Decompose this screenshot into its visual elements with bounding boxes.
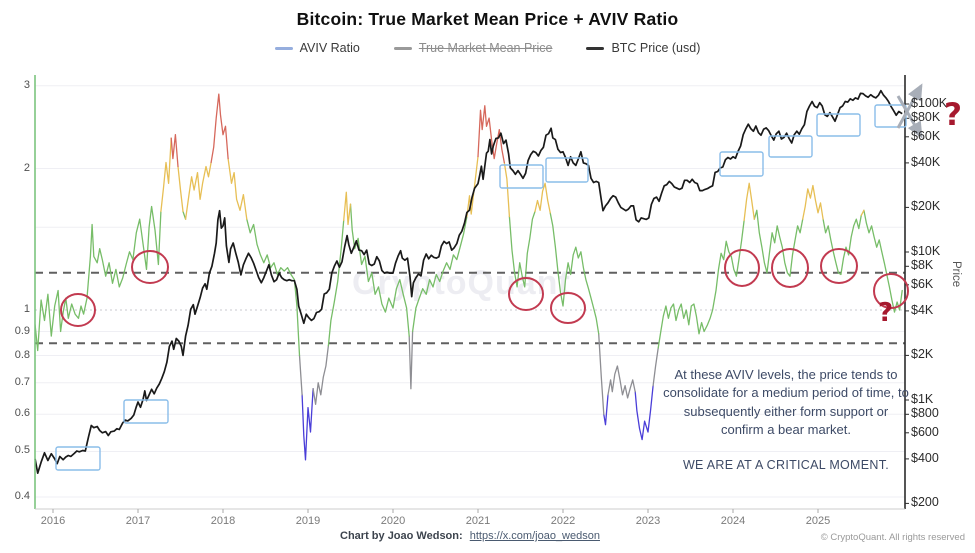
annotation-box: At these AVIV levels, the price tends to…: [662, 366, 910, 475]
y-axis-right-tick-label: $4K: [911, 302, 934, 317]
aviv-dip-circle: [820, 248, 858, 284]
y-axis-right-tick-label: $8K: [911, 258, 934, 273]
footer-credit: Chart by Joao Wedson: https://x.com/joao…: [35, 530, 905, 542]
y-axis-left-tick-label: 2: [23, 161, 30, 174]
y-axis-right-tick-label: $800: [911, 406, 939, 421]
legend-swatch-icon: [586, 46, 605, 50]
legend-label: BTC Price (usd): [611, 41, 701, 55]
aviv-dip-circle: [550, 292, 586, 324]
x-axis-tick-label: 2020: [380, 515, 406, 527]
legend-item[interactable]: AVIV Ratio: [274, 41, 360, 55]
y-axis-left-tick-label: 3: [23, 78, 30, 91]
y-axis-right-tick-label: $1K: [911, 392, 934, 406]
copyright-notice: © CryptoQuant. All rights reserved: [820, 532, 965, 543]
legend-item[interactable]: True Market Mean Price: [393, 41, 553, 55]
x-axis-tick-label: 2019: [295, 515, 321, 527]
consolidation-highlight-rect: [545, 157, 589, 183]
x-axis-tick-label: 2024: [720, 515, 746, 527]
legend-swatch-icon: [274, 46, 293, 50]
y-axis-left-tick-label: 0.7: [14, 375, 30, 388]
y-axis-left-tick-label: 0.9: [14, 324, 30, 337]
consolidation-highlight-rect: [816, 113, 861, 137]
trend-arrow: [896, 83, 923, 129]
y-axis-left-tick-label: 0.5: [14, 444, 30, 457]
consolidation-highlight-rect: [719, 151, 764, 177]
consolidation-highlight-rect: [768, 135, 813, 158]
y-axis-right-tick-label: $400: [911, 450, 939, 465]
x-axis-tick-label: 2023: [635, 515, 661, 527]
y-axis-right-tick-label: $80K: [911, 110, 941, 125]
y-axis-left-tick-label: 1: [23, 303, 30, 315]
y-axis-left-tick-label: 0.4: [14, 490, 30, 503]
y-axis-right-tick-label: $60K: [911, 128, 941, 143]
annotation-emphasis: WE ARE AT A CRITICAL MOMENT.: [682, 457, 890, 472]
y-axis-left-tick-label: 0.6: [14, 407, 30, 420]
x-axis-tick-label: 2021: [465, 515, 491, 527]
x-axis-tick-label: 2016: [40, 515, 66, 527]
aviv-dip-circle: [60, 293, 96, 327]
consolidation-highlight-rect: [499, 164, 544, 189]
y-axis-right-tick-label: $600: [911, 424, 939, 439]
credit-label: Chart by Joao Wedson:: [340, 530, 463, 542]
consolidation-highlight-rect: [55, 446, 101, 471]
aviv-dip-circle: [131, 250, 169, 284]
annotation-text: At these AVIV levels, the price tends to…: [663, 367, 909, 438]
legend-label: True Market Mean Price: [418, 41, 553, 55]
question-mark: ?: [878, 298, 894, 328]
y-axis-right-tick-label: $100K: [911, 96, 948, 110]
aviv-dip-circle: [724, 249, 760, 287]
y-axis-right-tick-label: $10K: [911, 244, 941, 258]
x-axis-tick-label: 2018: [210, 515, 236, 527]
legend-swatch-icon: [393, 46, 412, 50]
aviv-ratio-line-green: [34, 203, 903, 357]
x-axis-tick-label: 2017: [125, 515, 151, 527]
y-axis-right-tick-label: $20K: [911, 199, 941, 214]
credit-link[interactable]: https://x.com/joao_wedson: [469, 530, 600, 542]
aviv-ratio-line-blue: [301, 385, 654, 461]
aviv-dip-circle: [771, 248, 809, 288]
y-axis-right-tick-label: $200: [911, 495, 939, 510]
cryptoquant-watermark: CryptoQuant: [352, 264, 571, 302]
x-axis-tick-label: 2025: [805, 515, 831, 527]
chart-title: Bitcoin: True Market Mean Price + AVIV R…: [296, 9, 679, 29]
right-axis-title: Price: [950, 261, 962, 288]
aviv-ratio-line-gray: [298, 330, 659, 415]
aviv-dip-circle: [873, 273, 909, 309]
btc-price-line: [34, 89, 903, 475]
y-axis-right-tick-label: $6K: [911, 276, 934, 291]
aviv-dip-circle: [508, 277, 544, 311]
question-mark: ?: [944, 97, 962, 133]
y-axis-right-tick-label: $40K: [911, 154, 941, 169]
legend-item[interactable]: BTC Price (usd): [586, 41, 700, 55]
legend: AVIV Ratio True Market Mean Price BTC Pric…: [0, 41, 975, 55]
aviv-ratio-line-yellow: [160, 137, 865, 226]
aviv-ratio-line-red: [170, 93, 505, 168]
legend-label: AVIV Ratio: [299, 41, 360, 55]
consolidation-highlight-rect: [123, 399, 169, 424]
x-axis-tick-label: 2022: [550, 515, 576, 527]
trend-arrow: [896, 95, 923, 139]
y-axis-left-tick-label: 0.8: [14, 348, 30, 361]
y-axis-right-tick-label: $2K: [911, 347, 934, 362]
